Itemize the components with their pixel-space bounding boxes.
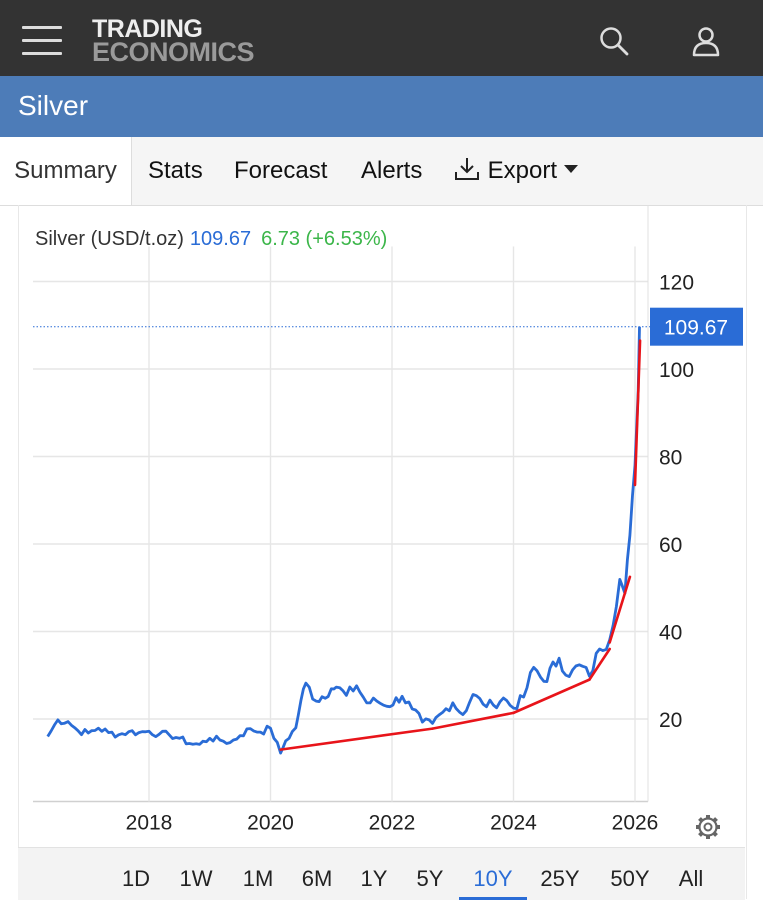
search-icon[interactable] [597,24,631,58]
export-label: Export [487,157,558,184]
range-5y[interactable]: 5Y [416,866,444,891]
range-10y[interactable]: 10Y [459,848,527,900]
trendline-2 [512,678,591,715]
range-1y[interactable]: 1Y [360,866,388,891]
price-series-line [46,326,641,755]
tab-bar: Summary Stats Forecast Alerts Export [0,137,763,206]
y-tick-label-120: 120 [659,272,694,295]
last-value-label: 109.67 [664,317,728,340]
x-tick-label-2018: 2018 [126,812,173,835]
logo[interactable]: TRADING ECONOMICS [92,15,255,67]
logo-line1: TRADING [92,15,203,43]
tab-alerts[interactable]: Alerts [361,157,423,184]
trendline-5 [633,339,642,487]
range-selector: 1D 1W 1M 6M 1Y 5Y 10Y 25Y 50Y All [18,847,745,900]
gear-icon[interactable] [696,815,720,839]
x-tick-label-2020: 2020 [247,812,294,835]
trendline-1 [431,711,515,730]
x-tick-label-2024: 2024 [490,812,537,835]
range-1w[interactable]: 1W [179,866,213,891]
range-all[interactable]: All [678,866,704,891]
last-value-badge [650,307,743,346]
tab-summary[interactable]: Summary [0,137,132,205]
y-tick-label-80: 80 [659,447,682,470]
logo-line2: ECONOMICS [92,37,255,67]
trendline-4 [608,575,632,644]
quote-price: 109.67 [189,228,252,250]
y-tick-label-20: 20 [659,709,682,732]
caret-down-icon [563,165,578,173]
title-bar: Silver [0,76,763,138]
x-tick-label-2022: 2022 [369,812,416,835]
tab-stats[interactable]: Stats [148,157,203,184]
range-6m[interactable]: 6M [301,866,333,891]
range-25y[interactable]: 25Y [540,866,580,891]
y-tick-label-60: 60 [659,534,682,557]
download-icon [455,158,479,180]
page-title: Silver [18,90,89,121]
quote-change: 6.73 (+6.53%) [261,228,388,250]
y-tick-label-100: 100 [659,359,694,382]
range-1d[interactable]: 1D [121,866,151,891]
quote-name: Silver (USD/t.oz) [35,228,184,250]
tab-forecast[interactable]: Forecast [234,157,328,184]
top-bar: TRADING ECONOMICS [0,0,763,76]
trendline-0 [279,727,434,751]
x-tick-label-2026: 2026 [612,812,659,835]
trendline-3 [588,647,611,681]
y-tick-label-40: 40 [659,622,682,645]
chart-legend: Silver (USD/t.oz) 109.67 6.73 (+6.53%) [35,228,387,251]
range-1m[interactable]: 1M [242,866,274,891]
user-icon[interactable] [689,24,723,58]
tab-export[interactable]: Export [453,137,578,205]
chart-panel [18,205,747,899]
range-50y[interactable]: 50Y [610,866,650,891]
menu-icon[interactable] [22,26,62,56]
